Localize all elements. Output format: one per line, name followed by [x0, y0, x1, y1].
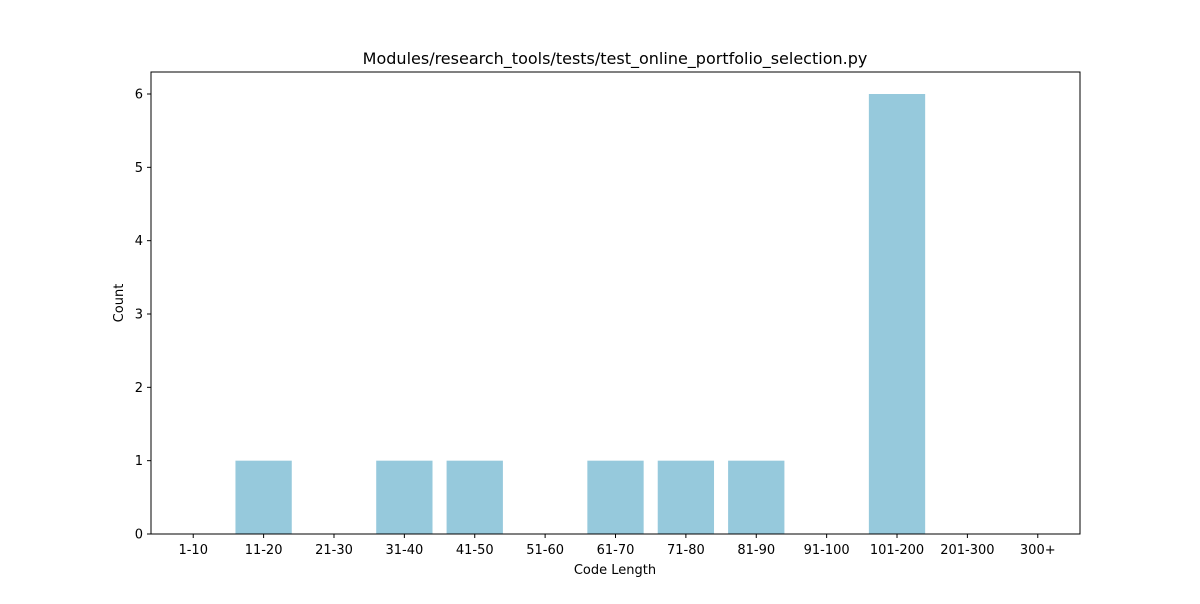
x-tick-label: 31-40	[385, 543, 423, 558]
x-tick-label: 51-60	[526, 543, 564, 558]
x-tick-label: 101-200	[870, 543, 924, 558]
bar-81-90	[728, 460, 785, 534]
x-tick-label: 201-300	[940, 543, 994, 558]
y-tick-label: 0	[135, 528, 143, 543]
bar-11-20	[235, 460, 292, 534]
chart-title: Modules/research_tools/tests/test_online…	[363, 49, 868, 69]
bars-group	[235, 94, 926, 534]
x-tick-label: 300+	[1020, 543, 1056, 558]
x-tick-label: 21-30	[315, 543, 353, 558]
x-tick-label: 71-80	[667, 543, 705, 558]
y-tick-label: 3	[135, 308, 143, 323]
bar-41-50	[446, 460, 503, 534]
bar-71-80	[657, 460, 715, 534]
y-axis-label: Count	[112, 284, 127, 323]
y-axis: 0 1 2 3 4 5 6	[135, 88, 151, 543]
plot-frame	[150, 71, 1081, 535]
x-tick-label: 1-10	[178, 543, 208, 558]
x-tick-label: 91-100	[804, 543, 850, 558]
x-tick-label: 41-50	[456, 543, 494, 558]
y-tick-label: 5	[135, 161, 143, 176]
x-tick-label: 11-20	[245, 543, 283, 558]
bar-101-200	[868, 94, 926, 534]
y-tick-label: 6	[135, 88, 143, 103]
bar-31-40	[376, 460, 433, 534]
y-tick-label: 4	[135, 234, 143, 249]
bar-61-70	[587, 460, 644, 534]
x-axis-label: Code Length	[574, 563, 656, 578]
x-tick-label: 81-90	[737, 543, 775, 558]
x-axis: 1-10 11-20 21-30 31-40 41-50 51-60 61-70 71-80 8…	[178, 534, 1056, 558]
y-tick-label: 1	[135, 454, 143, 469]
x-tick-label: 61-70	[597, 543, 635, 558]
y-tick-label: 2	[135, 381, 143, 396]
